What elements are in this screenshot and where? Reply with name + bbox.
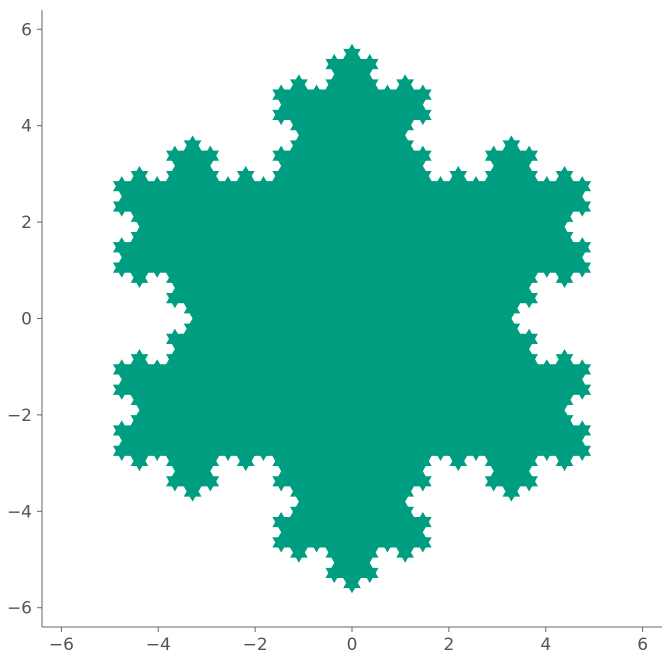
axes: −6 −4 −2 0 2 4 6 −6 −4 −2 0 2 4 6 [7,10,662,655]
y-tick-label: −6 [7,599,32,619]
koch-snowflake-shape [112,43,592,594]
y-tick-label: −4 [7,502,32,522]
x-tick-label: 0 [347,635,358,655]
y-tick-label: 4 [21,117,32,137]
x-tick-label: 6 [637,635,648,655]
x-tick-label: 4 [540,635,551,655]
x-tick-label: −6 [49,635,74,655]
plot-area [112,43,592,594]
y-tick-label: 2 [21,213,32,233]
y-tick-label: −2 [7,406,32,426]
y-tick-label: 0 [21,310,32,330]
x-tick-label: 2 [443,635,454,655]
x-tick-label: −4 [146,635,171,655]
y-tick-label: 6 [21,20,32,40]
x-tick-label: −2 [243,635,268,655]
